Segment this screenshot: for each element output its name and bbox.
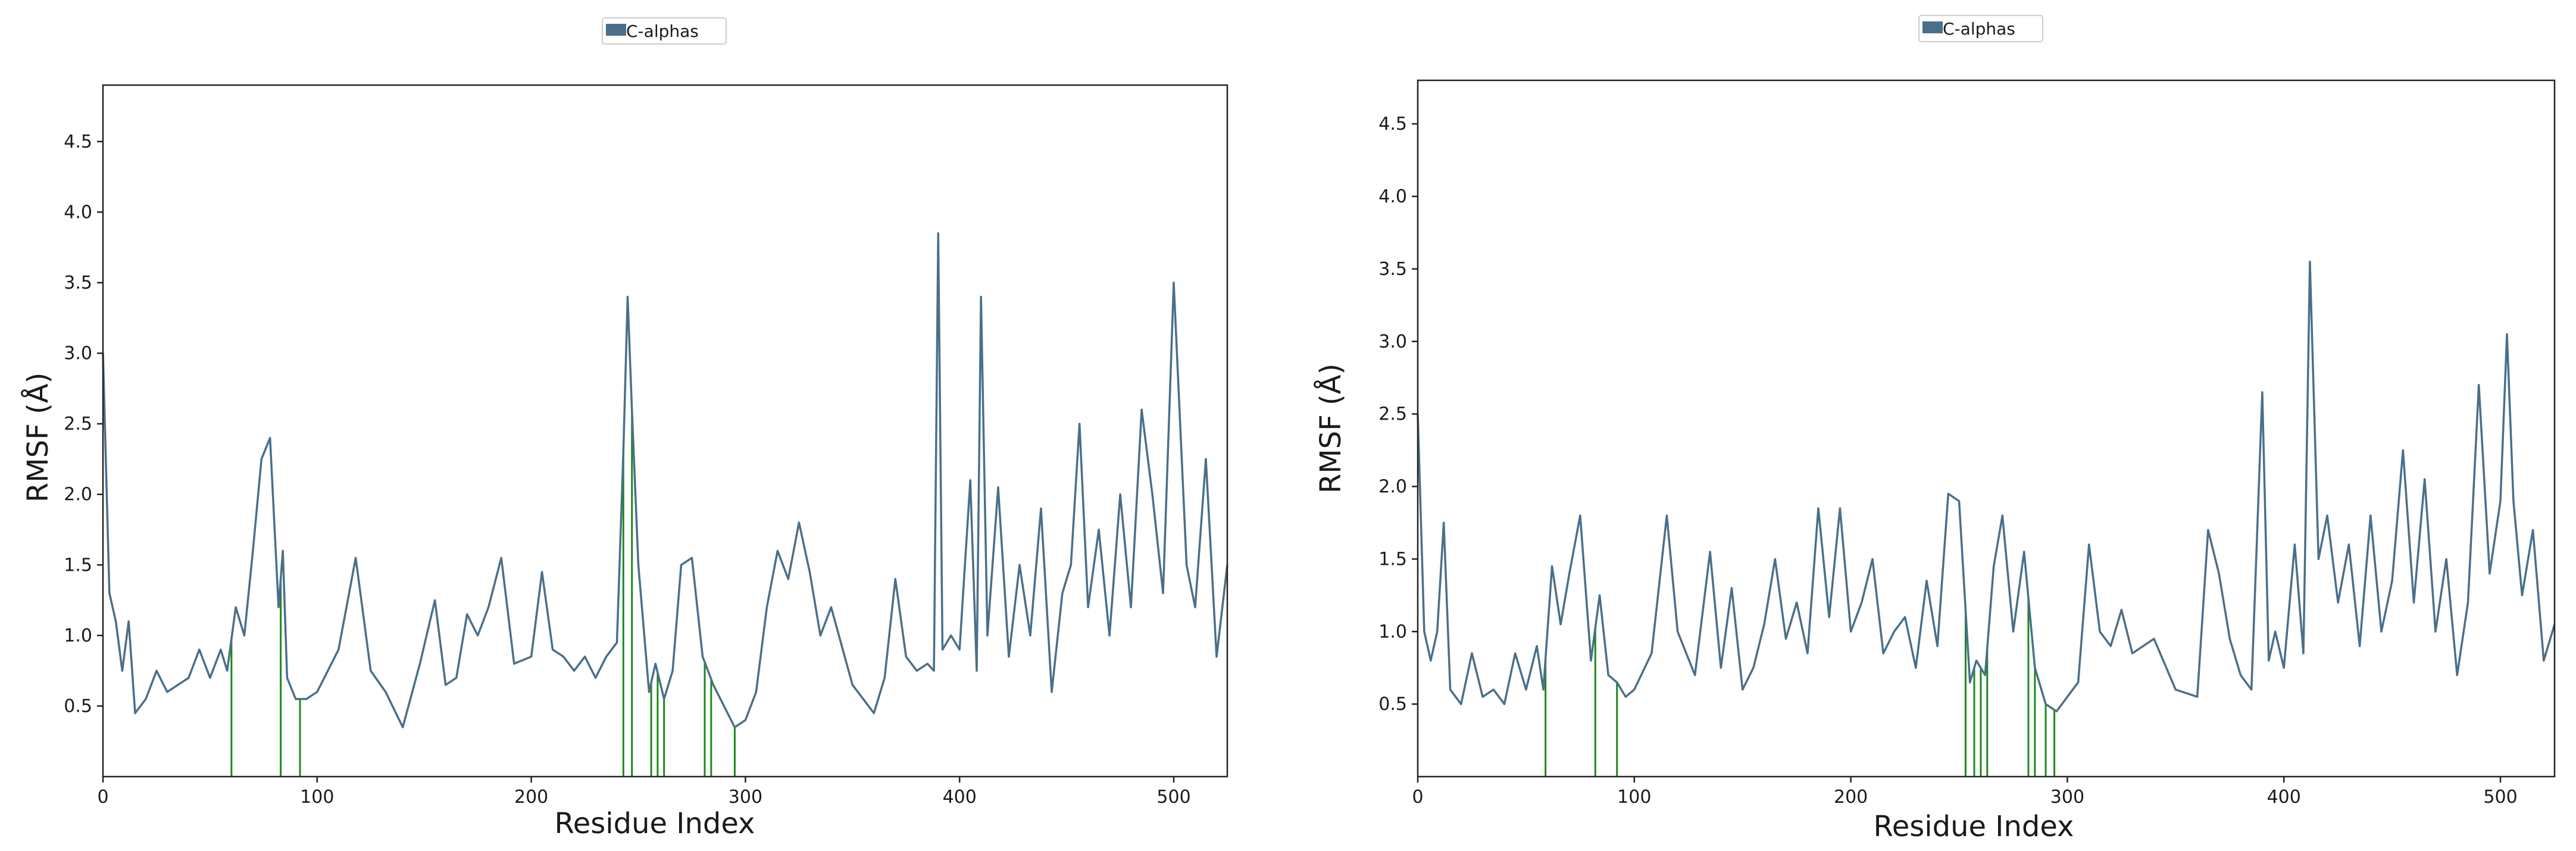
legend-swatch [606, 24, 626, 36]
y-tick-label: 2.0 [64, 484, 92, 505]
x-tick-label: 100 [1617, 787, 1651, 808]
x-tick-label: 500 [1156, 787, 1190, 808]
y-tick-label: 2.5 [1378, 404, 1407, 425]
y-tick-label: 4.5 [1378, 114, 1407, 134]
legend-box [602, 17, 727, 45]
y-axis-title: RMSF (Å) [1314, 364, 1348, 493]
y-tick-label: 1.0 [64, 625, 92, 646]
legend-label: C-alphas [626, 21, 699, 41]
y-tick-label: 3.0 [1378, 331, 1407, 352]
legend: C-alphas [1918, 15, 2043, 42]
plot-area: 0 100 200 300 400 500 0.5 1.0 1.5 2.0 2.5 3.0 3.5 4.0… [1378, 79, 2556, 808]
axes-frame [102, 84, 1228, 778]
x-tick-label: 0 [97, 787, 108, 808]
y-axis-title: RMSF (Å) [21, 373, 55, 502]
y-tick-label: 1.5 [64, 555, 92, 575]
x-tick-label: 300 [729, 787, 762, 808]
y-tick-label: 0.5 [1378, 694, 1407, 715]
rmsf-chart-left: C-alphas Residue Index RMSF (Å) 0 100 200 3… [21, 17, 1228, 840]
y-tick-label: 2.0 [1378, 477, 1407, 498]
y-tick-label: 3.5 [64, 273, 92, 293]
x-tick-label: 400 [2267, 787, 2301, 808]
y-tick-label: 3.0 [64, 343, 92, 364]
legend: C-alphas [602, 17, 727, 45]
legend-label: C-alphas [1943, 19, 2015, 39]
x-axis-title: Residue Index [555, 807, 755, 840]
x-tick-label: 200 [1834, 787, 1868, 808]
x-tick-label: 500 [2483, 787, 2517, 808]
x-tick-label: 0 [1412, 787, 1423, 808]
y-tick-label: 0.5 [64, 696, 92, 717]
axes-frame [1417, 79, 2556, 778]
series-line-c-alphas [102, 232, 1228, 728]
y-tick-label: 2.5 [64, 414, 92, 434]
series-line-c-alphas [1417, 260, 2556, 713]
y-tick-label: 4.0 [64, 202, 92, 223]
plot-area: 0 100 200 300 400 500 0.5 1.0 1.5 2.0 2.5 3.0 3.5 4.0… [64, 84, 1228, 808]
x-tick-label: 200 [514, 787, 548, 808]
legend-swatch [1922, 21, 1943, 33]
x-tick-label: 300 [2050, 787, 2084, 808]
x-tick-label: 400 [943, 787, 977, 808]
y-tick-label: 1.5 [1378, 549, 1407, 570]
rmsf-chart-right-svg: C-alphas Residue Index RMSF (Å) 0 100 200 3… [1314, 15, 2556, 843]
rmsf-chart-left-svg: C-alphas Residue Index RMSF (Å) 0 100 200 3… [21, 17, 1228, 840]
y-tick-label: 3.5 [1378, 259, 1407, 280]
legend-box [1918, 15, 2043, 42]
x-tick-label: 100 [300, 787, 334, 808]
rmsf-chart-right: C-alphas Residue Index RMSF (Å) 0 100 200 3… [1288, 0, 2576, 851]
y-tick-label: 4.5 [64, 132, 92, 152]
x-axis-title: Residue Index [1874, 810, 2074, 843]
y-tick-label: 1.0 [1378, 621, 1407, 642]
y-tick-label: 4.0 [1378, 186, 1407, 207]
